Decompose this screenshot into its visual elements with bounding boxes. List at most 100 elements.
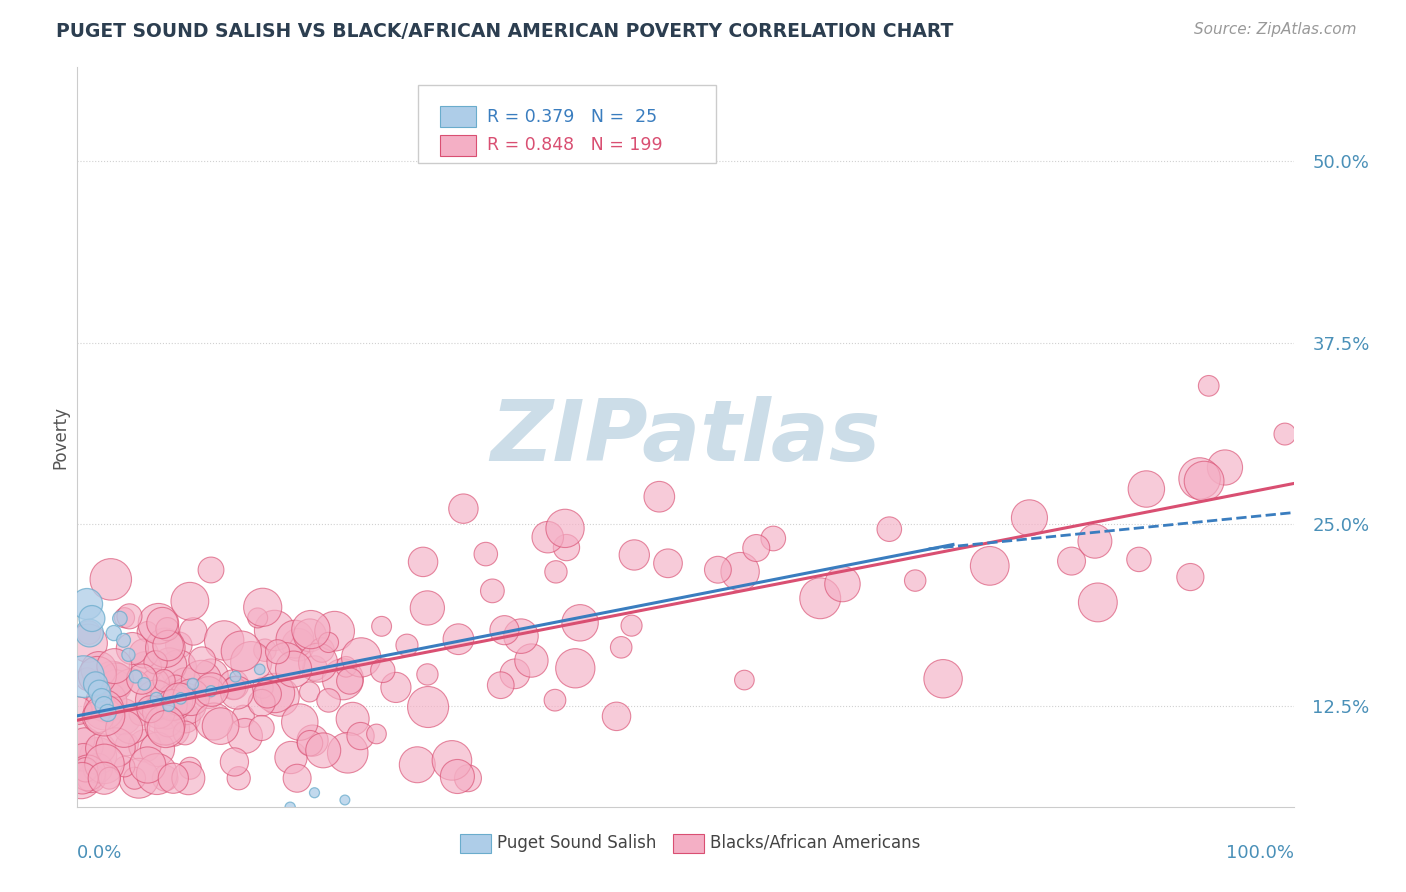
- Point: [72, 771, 94, 785]
- Point: [170, 691, 193, 706]
- Text: PUGET SOUND SALISH VS BLACK/AFRICAN AMERICAN POVERTY CORRELATION CHART: PUGET SOUND SALISH VS BLACK/AFRICAN AMER…: [56, 22, 953, 41]
- Point: [231, 644, 253, 658]
- Point: [90, 741, 112, 756]
- Point: [105, 673, 128, 687]
- Point: [1192, 474, 1215, 488]
- Point: [77, 636, 100, 650]
- Point: [224, 670, 246, 684]
- Point: [707, 563, 730, 577]
- Point: [304, 661, 326, 675]
- Point: [167, 638, 190, 652]
- Point: [145, 691, 167, 706]
- Point: [183, 624, 205, 639]
- Point: [80, 771, 103, 785]
- Point: [299, 623, 322, 637]
- Point: [160, 698, 183, 712]
- Point: [349, 729, 371, 743]
- FancyBboxPatch shape: [460, 834, 491, 853]
- Point: [335, 660, 357, 674]
- FancyBboxPatch shape: [440, 106, 477, 127]
- Point: [224, 755, 246, 769]
- Point: [134, 661, 156, 675]
- Point: [285, 771, 308, 785]
- Text: ZIPatlas: ZIPatlas: [491, 395, 880, 479]
- Point: [97, 706, 120, 720]
- Point: [301, 733, 323, 747]
- Point: [554, 521, 576, 535]
- Point: [233, 729, 256, 743]
- Point: [605, 709, 627, 723]
- Point: [150, 689, 173, 703]
- Point: [70, 771, 93, 785]
- Point: [304, 786, 326, 800]
- Point: [416, 700, 439, 714]
- Point: [979, 558, 1001, 573]
- Point: [124, 771, 146, 785]
- Point: [76, 672, 98, 686]
- Point: [167, 661, 190, 675]
- Point: [222, 678, 245, 692]
- Point: [143, 676, 166, 690]
- Point: [416, 667, 439, 681]
- Text: R = 0.379   N =  25: R = 0.379 N = 25: [488, 108, 658, 126]
- Point: [250, 696, 273, 710]
- Point: [288, 715, 311, 730]
- Point: [250, 721, 273, 735]
- Point: [160, 722, 183, 736]
- Point: [1213, 460, 1236, 475]
- Point: [475, 547, 498, 561]
- Point: [165, 680, 187, 694]
- Point: [77, 625, 100, 640]
- Point: [280, 750, 302, 764]
- Point: [318, 693, 340, 707]
- Point: [569, 615, 592, 630]
- Point: [120, 681, 142, 696]
- Point: [145, 656, 167, 670]
- Point: [240, 655, 263, 669]
- Point: [298, 685, 321, 699]
- Point: [256, 687, 278, 701]
- Point: [657, 556, 679, 570]
- Point: [87, 748, 110, 763]
- Point: [266, 645, 288, 659]
- Point: [544, 565, 567, 579]
- Point: [336, 746, 359, 760]
- Point: [156, 622, 179, 636]
- Point: [134, 739, 156, 753]
- Point: [174, 726, 197, 740]
- Point: [139, 702, 162, 716]
- Point: [93, 771, 115, 785]
- Point: [75, 739, 97, 753]
- Point: [179, 594, 201, 608]
- Text: Source: ZipAtlas.com: Source: ZipAtlas.com: [1194, 22, 1357, 37]
- Point: [269, 690, 291, 704]
- Point: [145, 693, 167, 707]
- Point: [264, 686, 287, 700]
- Point: [412, 555, 434, 569]
- Point: [623, 548, 645, 562]
- Point: [190, 673, 212, 688]
- Point: [1087, 595, 1109, 609]
- Point: [728, 565, 751, 579]
- Point: [132, 647, 155, 661]
- Point: [1188, 471, 1211, 485]
- Point: [1060, 554, 1083, 568]
- Point: [197, 685, 219, 699]
- Point: [75, 763, 97, 777]
- Point: [339, 673, 361, 688]
- Point: [263, 624, 285, 638]
- Point: [298, 628, 321, 642]
- Point: [226, 686, 249, 700]
- Point: [167, 692, 190, 706]
- Point: [87, 662, 110, 676]
- Point: [136, 624, 159, 639]
- Point: [232, 709, 254, 723]
- Point: [153, 771, 176, 785]
- FancyBboxPatch shape: [418, 86, 716, 163]
- Point: [157, 716, 180, 731]
- Point: [332, 673, 354, 687]
- Point: [72, 670, 94, 684]
- Point: [446, 770, 468, 784]
- Point: [200, 669, 222, 683]
- Point: [98, 771, 121, 785]
